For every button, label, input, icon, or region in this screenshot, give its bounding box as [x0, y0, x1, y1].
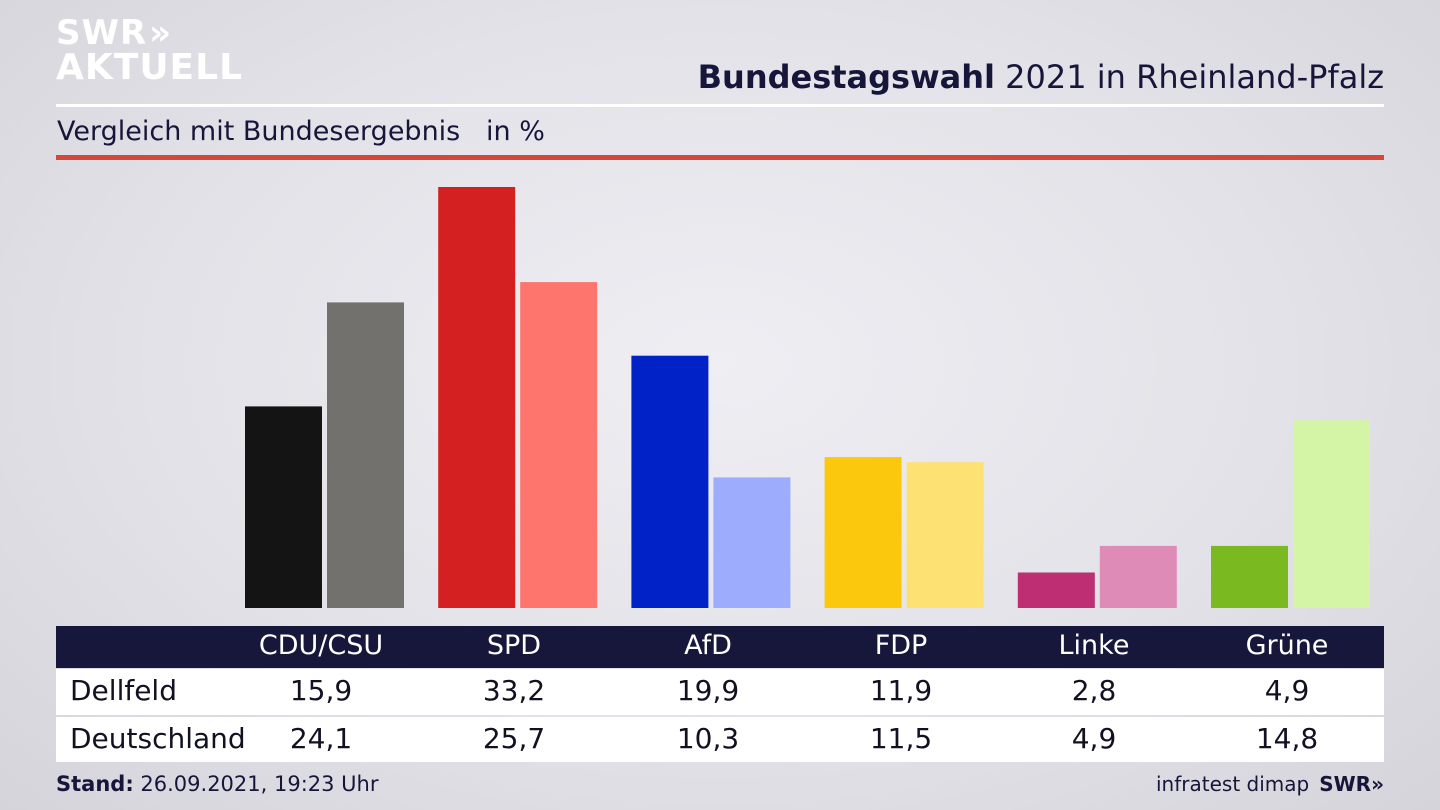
bar-fdp-dellfeld: [824, 457, 902, 608]
header-linke: Linke: [1058, 630, 1130, 661]
cell-value: 14,8: [1255, 722, 1319, 755]
title-rest: 2021 in Rheinland-Pfalz: [995, 58, 1384, 96]
cell-value: 4,9: [1071, 722, 1117, 755]
bar-cdu-csu-dellfeld: [245, 406, 322, 608]
stand-value: 26.09.2021, 19:23 Uhr: [133, 772, 379, 796]
cell-value: 33,2: [482, 674, 546, 707]
header-spd: SPD: [486, 630, 542, 661]
logo-line1: SWR: [56, 13, 148, 53]
cell-value: 4,9: [1264, 674, 1310, 707]
bar-gr-ne-dellfeld: [1211, 545, 1288, 608]
bar-cdu-csu-deutschland: [327, 302, 404, 608]
stand-label: Stand:: [56, 772, 134, 796]
table-header-row: CDU/CSU SPD AfD FDP Linke Grüne: [56, 626, 1384, 668]
source-name: infratest dimap: [1156, 772, 1310, 796]
cell-value: 15,9: [289, 674, 353, 707]
timestamp: Stand: 26.09.2021, 19:23 Uhr: [56, 772, 379, 796]
bar-chart: [245, 187, 1370, 608]
bar-gr-ne-deutschland: [1293, 420, 1370, 608]
bar-spd-deutschland: [520, 282, 598, 608]
bar-fdp-deutschland: [906, 462, 984, 608]
header-afd: AfD: [684, 630, 732, 661]
chart-subtitle: Vergleich mit Bundesergebnis in %: [57, 116, 545, 147]
cell-value: 19,9: [676, 674, 740, 707]
row-label-deutschland: Deutschland: [70, 722, 246, 755]
swr-brand: SWR»: [1319, 772, 1384, 796]
accent-divider: [56, 155, 1384, 160]
header-divider: [56, 104, 1384, 107]
cell-value: 25,7: [482, 722, 546, 755]
bar-afd-deutschland: [713, 477, 791, 608]
header-gruene: Grüne: [1245, 630, 1329, 661]
page-title: Bundestagswahl 2021 in Rheinland-Pfalz: [698, 58, 1384, 96]
row-label-dellfeld: Dellfeld: [70, 674, 177, 707]
cell-value: 24,1: [289, 722, 353, 755]
cell-value: 11,9: [869, 674, 933, 707]
bar-afd-dellfeld: [631, 355, 709, 608]
bar-linke-deutschland: [1099, 545, 1177, 608]
bar-linke-dellfeld: [1017, 572, 1095, 608]
cell-value: 11,5: [869, 722, 933, 755]
header-cdu-csu: CDU/CSU: [258, 630, 384, 661]
source-credit: infratest dimap SWR»: [1156, 772, 1384, 796]
cell-value: 2,8: [1071, 674, 1117, 707]
bar-spd-dellfeld: [438, 187, 516, 608]
title-bold: Bundestagswahl: [697, 58, 995, 96]
table-row: Dellfeld 15,9 33,2 19,9 11,9 2,8 4,9: [56, 669, 1384, 715]
logo-line2: AKTUELL: [56, 47, 244, 88]
cell-value: 10,3: [676, 722, 740, 755]
table-row: Deutschland 24,1 25,7 10,3 11,5 4,9 14,8: [56, 717, 1384, 762]
header-fdp: FDP: [874, 630, 928, 661]
swr-aktuell-logo: SWR» AKTUELL: [56, 16, 243, 86]
